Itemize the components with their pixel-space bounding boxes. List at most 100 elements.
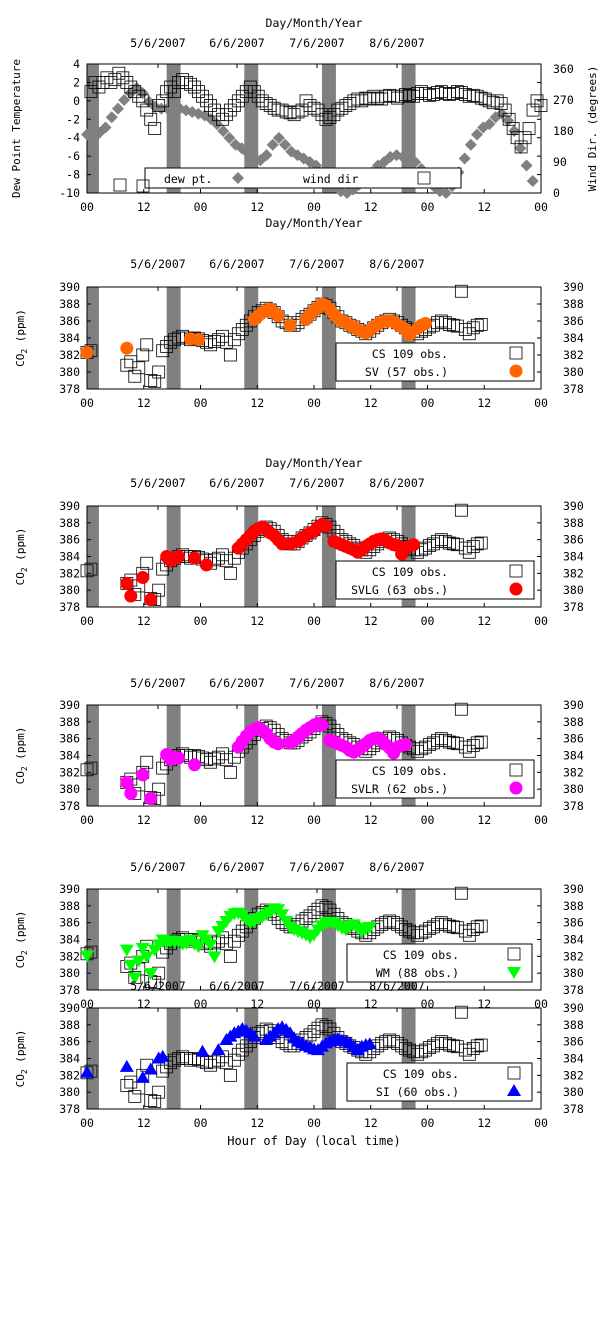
x-tick-label: 12 — [477, 1116, 491, 1130]
wind-dir-marker — [111, 102, 124, 115]
cs-obs-marker — [204, 338, 217, 352]
cs-obs-marker — [80, 763, 94, 777]
cs-obs-marker — [84, 85, 98, 99]
cs-obs-marker — [470, 920, 484, 934]
y-tick-label-right: 382 — [563, 566, 584, 580]
y-tick-label-right: 380 — [563, 365, 584, 379]
date-tick-label: 8/6/2007 — [369, 36, 424, 50]
site-marker — [199, 558, 213, 572]
site-marker — [207, 951, 222, 964]
cs-obs-marker — [466, 321, 480, 335]
wind-dir-marker — [99, 121, 112, 134]
cs-obs-marker — [466, 1042, 480, 1055]
x-tick-label: 00 — [307, 200, 321, 214]
cs-obs-marker — [259, 97, 273, 111]
x-tick-label: 00 — [80, 614, 94, 628]
site-marker — [120, 775, 134, 789]
cs-obs-marker — [152, 583, 166, 597]
cs-obs-marker — [132, 361, 146, 375]
cs-obs-marker — [387, 1035, 401, 1049]
wind-dir-marker — [471, 128, 484, 141]
y-tick-label: -6 — [66, 149, 80, 163]
site-marker — [119, 1059, 134, 1072]
cs-obs-marker — [251, 89, 265, 103]
y-axis-label: Dew Point Temperature — [10, 59, 23, 198]
y2-tick-label: 360 — [553, 62, 574, 76]
cs-obs-marker — [327, 108, 341, 122]
date-tick-label: 5/6/2007 — [130, 860, 185, 874]
site-marker — [124, 589, 138, 603]
x-tick-label: 00 — [307, 396, 321, 410]
x-tick-label: 12 — [137, 813, 151, 827]
cs-obs-marker — [443, 919, 456, 933]
y-tick-label: 382 — [59, 949, 80, 963]
y-tick-label-right: 382 — [563, 348, 584, 362]
cs-obs-marker — [419, 1043, 432, 1057]
cs-obs-marker — [339, 99, 353, 112]
cs-obs-marker — [450, 921, 464, 935]
wind-dir-marker — [508, 125, 521, 137]
site-marker — [362, 921, 377, 934]
cs-obs-marker — [450, 1040, 464, 1054]
x-tick-label: 00 — [421, 813, 435, 827]
cs-obs-marker — [223, 765, 237, 779]
cs-obs-marker — [168, 85, 182, 99]
cs-obs-marker — [419, 924, 432, 938]
cs-obs-marker — [490, 94, 504, 108]
site-marker — [315, 718, 329, 732]
wind-dir-marker — [514, 142, 527, 155]
cs-obs-marker — [227, 99, 241, 112]
cs-obs-marker — [231, 1047, 245, 1061]
x-tick-label: 12 — [137, 200, 151, 214]
cs-obs-marker — [160, 340, 174, 353]
site-marker — [155, 1049, 170, 1062]
cs-obs-marker — [526, 103, 540, 117]
y-tick-label-right: 388 — [563, 715, 584, 729]
cs-obs-marker — [180, 76, 193, 89]
legend-label: CS 109 obs. — [383, 1067, 459, 1081]
wind-dir-marker — [118, 94, 131, 106]
cs-obs-marker — [450, 737, 464, 751]
x-tick-label: 12 — [477, 813, 491, 827]
cs-obs-marker — [498, 103, 512, 117]
night-band — [166, 287, 181, 389]
y-tick-label-right: 384 — [563, 749, 584, 763]
cs-obs-marker — [391, 1036, 405, 1050]
x-tick-label: 12 — [250, 813, 264, 827]
y-tick-label-right: 380 — [563, 583, 584, 597]
wind-dir-marker — [105, 111, 118, 124]
night-band — [321, 1008, 336, 1109]
date-tick-label: 6/6/2007 — [209, 36, 264, 50]
cs-obs-marker — [219, 554, 233, 568]
y-tick-label-right: 388 — [563, 1018, 584, 1032]
cs-obs-marker — [144, 1094, 158, 1107]
cs-obs-marker — [391, 917, 405, 931]
site-marker — [195, 1044, 210, 1057]
site-marker — [120, 576, 134, 590]
site-marker — [271, 309, 285, 323]
date-tick-label: 8/6/2007 — [369, 476, 424, 490]
cs-obs-marker — [204, 99, 217, 112]
x-tick-label: 00 — [194, 614, 208, 628]
cs-obs-marker — [156, 344, 170, 358]
legend-label: CS 109 obs. — [383, 948, 459, 962]
y-tick-label: 386 — [59, 1035, 80, 1049]
cs-obs-marker — [212, 750, 225, 764]
site-marker — [399, 738, 413, 752]
y-tick-label-right: 390 — [563, 882, 584, 896]
night-band — [166, 64, 181, 193]
night-band — [87, 506, 99, 607]
site-marker — [136, 768, 150, 782]
wind-dir-marker — [232, 172, 244, 184]
wind-dir-marker — [440, 187, 453, 199]
x-tick-label: 00 — [194, 200, 208, 214]
date-tick-label: 5/6/2007 — [130, 979, 185, 993]
cs-obs-marker — [443, 317, 456, 331]
y-tick-label: 386 — [59, 314, 80, 328]
cs-obs-marker — [219, 1056, 233, 1070]
y-tick-label: 382 — [59, 348, 80, 362]
cs-obs-marker — [470, 736, 484, 750]
y-tick-label-right: 386 — [563, 732, 584, 746]
cs-obs-marker — [152, 99, 166, 112]
cs-obs-marker — [112, 66, 126, 80]
